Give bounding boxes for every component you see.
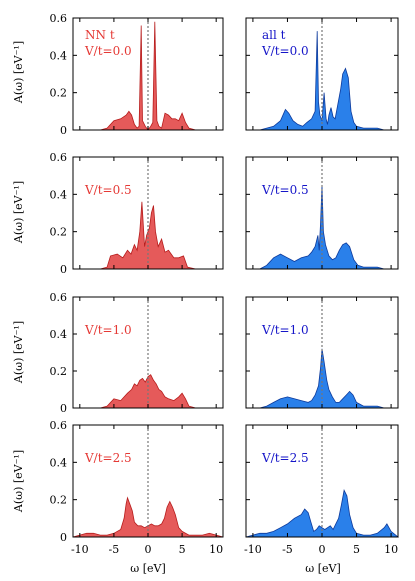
row4-right-xtick-label-4: 10	[384, 543, 398, 556]
row1-left-area	[100, 21, 196, 131]
row1-left-annotation-0: NN t	[85, 28, 115, 42]
x-axis-label-left: ω [eV]	[130, 562, 166, 575]
row3-left-annotation-0: V/t=1.0	[84, 323, 132, 337]
row1-left-ytick-label-2: 0.4	[50, 49, 68, 62]
row4-left-ytick-label-2: 0.4	[50, 456, 68, 469]
row4-left-annotation-0: V/t=2.5	[84, 451, 132, 465]
row3-left-ytick-label-3: 0.6	[50, 291, 68, 304]
row1-left-ytick-label-0: 0	[60, 124, 67, 137]
row4-left-ytick-label-1: 0.2	[50, 494, 68, 507]
row4-left-ytick-label-0: 0	[60, 531, 67, 544]
row3-left-ytick-label-0: 0	[60, 402, 67, 415]
row2-right-panel: V/t=0.5	[245, 156, 399, 270]
y-axis-label-row2: A(ω) [eV⁻¹]	[12, 181, 25, 244]
y-axis-label-row4: A(ω) [eV⁻¹]	[12, 450, 25, 513]
row1-right-annotation-0: all t	[262, 28, 286, 42]
row2-left-panel: 0 0.2 0.4 0.6 V/t=0.5	[50, 151, 224, 276]
row4-left-xtick-label-3: 5	[179, 543, 186, 556]
panels-group: 0 0.2 0.4 0.6 NN t V/t=0.0 all t V/t=0.0 0 0.2 0.4…	[50, 12, 400, 556]
x-axis-label-right: ω [eV]	[305, 562, 341, 575]
row2-left-area	[100, 201, 196, 270]
row4-right-panel: -10 -5 0 5 10 V/t=2.5	[244, 424, 400, 556]
y-axis-label-row3: A(ω) [eV⁻¹]	[12, 321, 25, 384]
row4-right-area	[245, 489, 400, 538]
row4-right-xtick-label-0: -10	[244, 543, 262, 556]
row4-right-xtick-label-1: -5	[282, 543, 293, 556]
row1-left-panel: 0 0.2 0.4 0.6 NN t V/t=0.0	[50, 12, 224, 137]
row4-left-xtick-label-1: -5	[109, 543, 120, 556]
row4-right-xtick-label-2: 0	[319, 543, 326, 556]
row3-left-ytick-label-1: 0.2	[50, 365, 68, 378]
row3-left-area	[100, 374, 196, 409]
row2-left-ytick-label-2: 0.4	[50, 188, 68, 201]
y-axis-label-row1: A(ω) [eV⁻¹]	[12, 41, 25, 104]
row4-left-xtick-label-2: 0	[145, 543, 152, 556]
row4-left-xtick-label-0: -10	[71, 543, 89, 556]
row3-right-panel: V/t=1.0	[245, 296, 399, 409]
row1-left-annotation-1: V/t=0.0	[84, 44, 132, 58]
row4-left-panel: 0 0.2 0.4 0.6 -10 -5 0 5 10 V/t=2.5	[50, 419, 224, 556]
row2-left-annotation-0: V/t=0.5	[84, 183, 132, 197]
row4-left-ytick-label-3: 0.6	[50, 419, 68, 432]
row3-left-ytick-label-2: 0.4	[50, 328, 68, 341]
row4-left-xtick-label-4: 10	[209, 543, 223, 556]
row2-left-ytick-label-3: 0.6	[50, 151, 68, 164]
row2-left-ytick-label-0: 0	[60, 263, 67, 276]
row2-left-ytick-label-1: 0.2	[50, 226, 68, 239]
row4-right-annotation-0: V/t=2.5	[261, 451, 309, 465]
row1-right-panel: all t V/t=0.0	[245, 17, 399, 131]
row4-right-xtick-label-3: 5	[353, 543, 360, 556]
row2-right-annotation-0: V/t=0.5	[261, 183, 309, 197]
row1-right-area	[259, 31, 385, 131]
row3-left-panel: 0 0.2 0.4 0.6 V/t=1.0	[50, 291, 224, 415]
row3-right-annotation-0: V/t=1.0	[261, 323, 309, 337]
row1-right-annotation-1: V/t=0.0	[261, 44, 309, 58]
row1-left-ytick-label-3: 0.6	[50, 12, 68, 25]
row1-left-ytick-label-1: 0.2	[50, 87, 68, 100]
